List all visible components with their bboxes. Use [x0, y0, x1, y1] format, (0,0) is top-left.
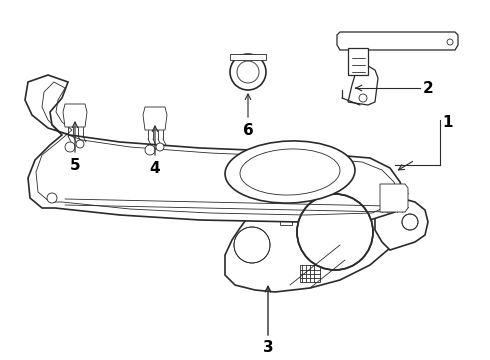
Polygon shape	[25, 75, 405, 222]
Polygon shape	[300, 265, 320, 282]
Polygon shape	[380, 184, 408, 212]
Circle shape	[230, 54, 266, 90]
Circle shape	[47, 193, 57, 203]
Ellipse shape	[225, 141, 355, 203]
Polygon shape	[308, 172, 340, 195]
Polygon shape	[337, 32, 458, 50]
Text: 1: 1	[443, 114, 453, 130]
Text: 3: 3	[263, 341, 273, 356]
Polygon shape	[348, 48, 368, 75]
Circle shape	[402, 214, 418, 230]
Circle shape	[447, 39, 453, 45]
Polygon shape	[63, 104, 87, 127]
Polygon shape	[375, 198, 428, 250]
Text: 6: 6	[243, 122, 253, 138]
Polygon shape	[348, 66, 378, 105]
Circle shape	[65, 142, 75, 152]
Circle shape	[156, 143, 164, 151]
Circle shape	[76, 140, 84, 148]
Circle shape	[297, 194, 373, 270]
Polygon shape	[230, 54, 266, 60]
Circle shape	[145, 145, 155, 155]
Circle shape	[359, 94, 367, 102]
Text: 2: 2	[423, 81, 433, 95]
Text: 4: 4	[149, 161, 160, 176]
Text: 5: 5	[70, 158, 80, 172]
Polygon shape	[225, 178, 415, 292]
Polygon shape	[143, 107, 167, 130]
Circle shape	[234, 227, 270, 263]
